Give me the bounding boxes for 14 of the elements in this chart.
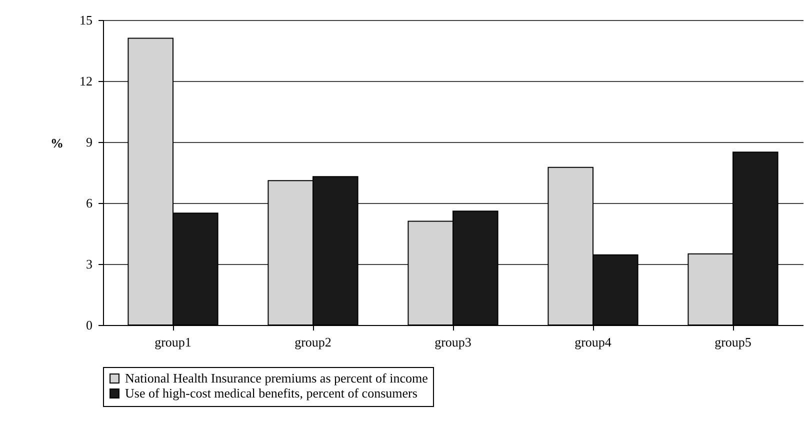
y-tick-label: 15 (80, 12, 92, 28)
y-axis-title: % (50, 136, 64, 150)
y-tick-label: 9 (86, 134, 92, 150)
y-tick-label: 3 (86, 256, 92, 272)
x-tick-label: group5 (714, 334, 752, 350)
x-tick-label: group3 (434, 334, 472, 350)
x-tick-label: group2 (294, 334, 332, 350)
legend-label: National Health Insurance premiums as percent of income (125, 370, 428, 386)
y-tick-label: 12 (80, 74, 92, 88)
legend-label: Use of high-cost medical benefits, percent of consumers (125, 386, 418, 400)
y-tick-label: 6 (86, 196, 93, 210)
x-tick-label: group4 (574, 334, 612, 350)
x-tick-label: group1 (154, 334, 192, 350)
y-tick-label: 0 (86, 318, 92, 332)
